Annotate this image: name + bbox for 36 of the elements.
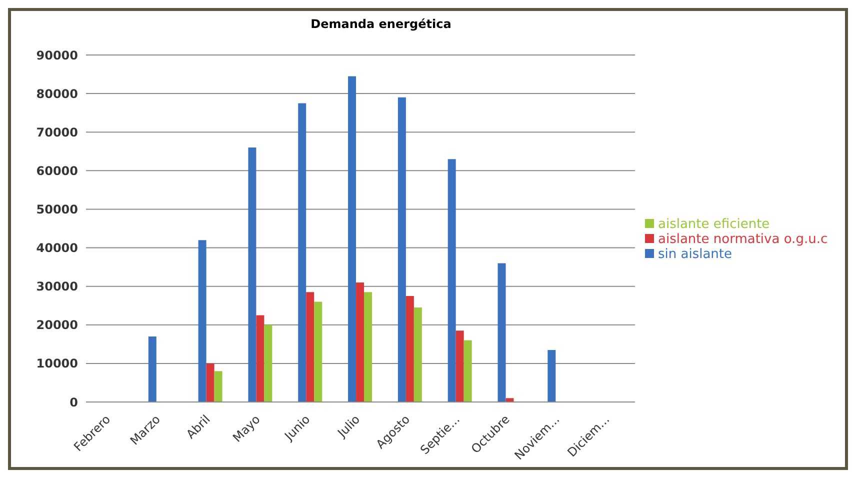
y-tick-label: 40000 bbox=[36, 241, 78, 256]
bar bbox=[506, 398, 514, 402]
bar bbox=[314, 302, 322, 402]
bar bbox=[414, 308, 422, 402]
y-tick-label: 30000 bbox=[36, 280, 78, 294]
bar bbox=[306, 292, 314, 402]
bar bbox=[298, 103, 306, 402]
legend-label: aislante eficiente bbox=[658, 216, 770, 232]
y-tick-label: 90000 bbox=[36, 48, 78, 62]
y-tick-label: 70000 bbox=[36, 125, 78, 140]
bar bbox=[214, 371, 222, 402]
y-tick-label: 60000 bbox=[36, 164, 78, 178]
bar bbox=[356, 282, 364, 402]
y-tick-label: 20000 bbox=[36, 318, 78, 332]
legend-label: sin aislante bbox=[658, 246, 732, 262]
bar bbox=[148, 336, 156, 402]
bar bbox=[256, 315, 264, 402]
bar bbox=[364, 292, 372, 402]
y-tick-label: 10000 bbox=[36, 356, 78, 371]
bar bbox=[548, 350, 556, 402]
bar bbox=[498, 263, 506, 402]
chart-title: Demanda energética bbox=[310, 17, 452, 31]
bar bbox=[206, 363, 214, 402]
bar bbox=[398, 97, 406, 402]
bar bbox=[248, 148, 256, 402]
bar bbox=[406, 296, 414, 402]
bar bbox=[448, 159, 456, 402]
bar bbox=[464, 340, 472, 402]
y-tick-label: 0 bbox=[70, 395, 78, 410]
y-tick-label: 80000 bbox=[36, 86, 78, 101]
y-tick-label: 50000 bbox=[36, 202, 78, 216]
bar bbox=[264, 324, 272, 402]
bar bbox=[198, 240, 206, 402]
bar bbox=[456, 330, 464, 402]
bar bbox=[348, 76, 356, 402]
legend-label: aislante normativa o.g.u.c bbox=[658, 232, 828, 246]
